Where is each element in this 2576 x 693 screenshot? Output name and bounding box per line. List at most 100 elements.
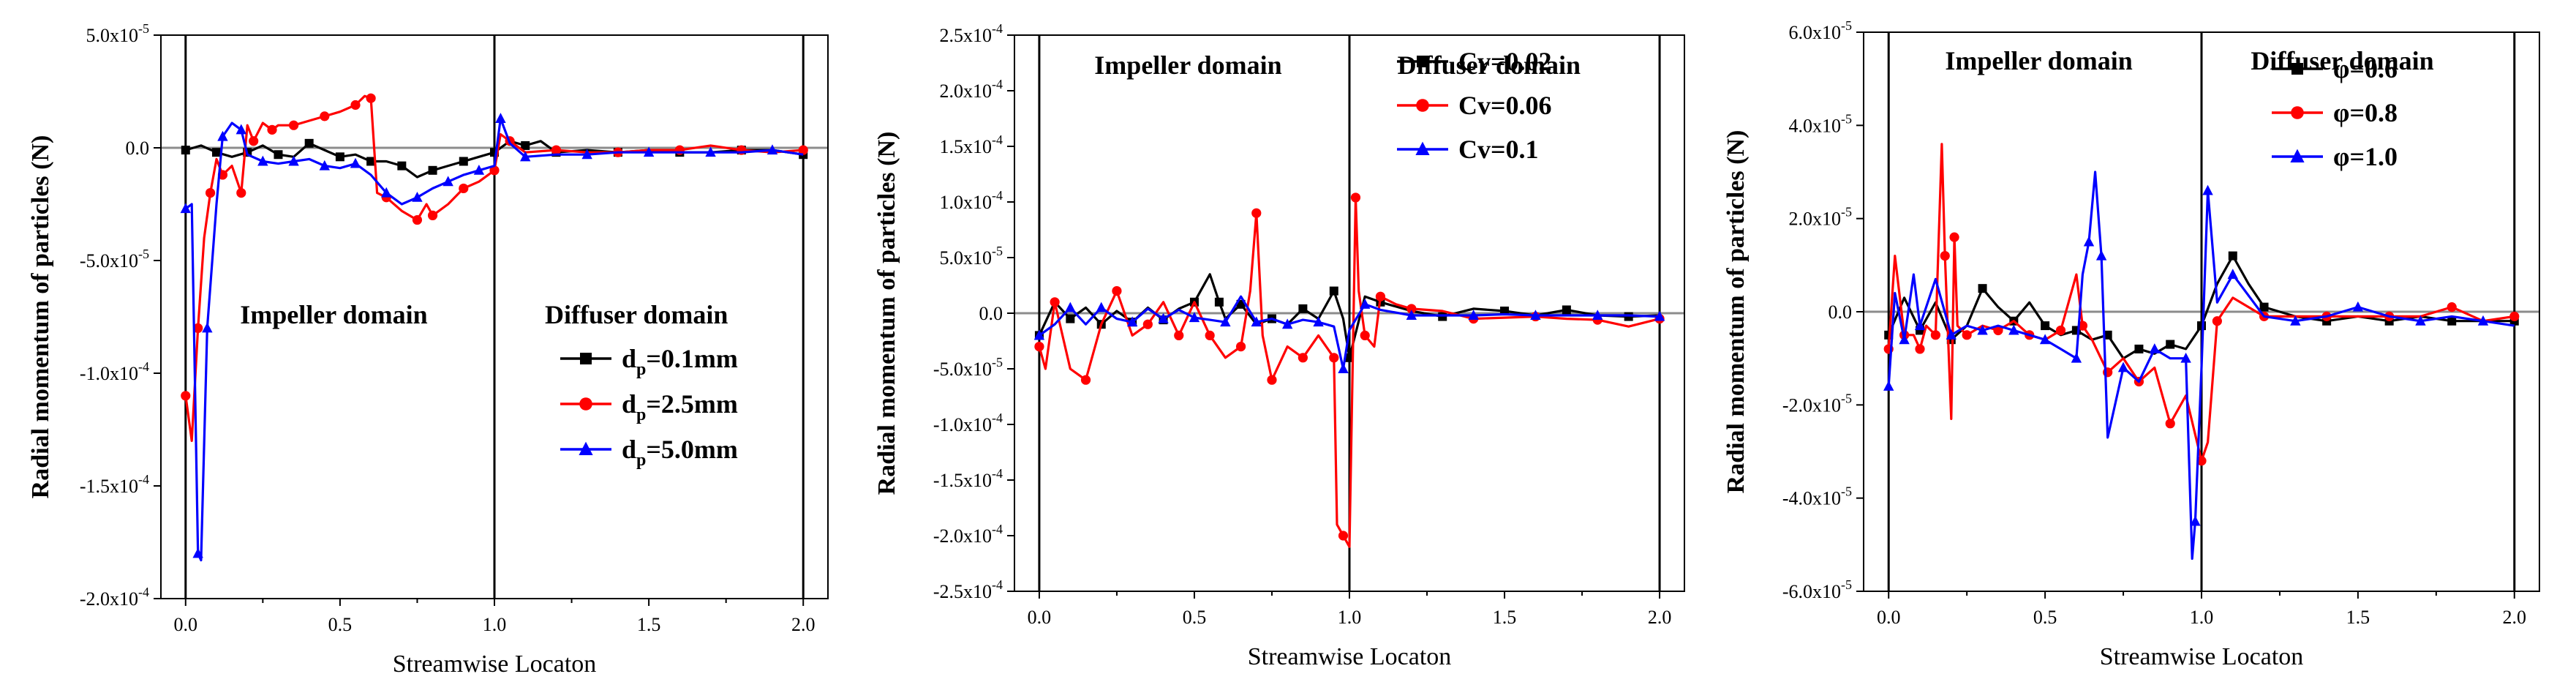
data-point: [1360, 330, 1370, 340]
data-point: [1174, 330, 1184, 340]
y-tick-label: 2.5x10-4: [940, 21, 1003, 46]
data-point: [2117, 362, 2129, 372]
data-point: [2008, 324, 2019, 335]
impeller-domain-label: Impeller domain: [240, 300, 427, 329]
data-point: [350, 157, 361, 168]
data-point: [193, 323, 203, 333]
x-axis-title: Streamwise Locaton: [2100, 643, 2304, 670]
y-tick-label: -1.5x10-4: [80, 472, 149, 497]
diffuser-domain-label: Diffuser domain: [2251, 46, 2433, 75]
data-point: [2447, 302, 2457, 312]
data-point: [1158, 312, 1169, 323]
data-point: [459, 157, 468, 166]
data-point: [202, 322, 213, 333]
data-point: [1189, 312, 1200, 323]
data-point: [181, 146, 190, 155]
data-point: [2190, 515, 2201, 526]
legend-label: φ=0.8: [2333, 98, 2398, 127]
data-point: [1338, 363, 1349, 373]
y-axis-title: Radial momentum of particles (N): [873, 132, 900, 495]
data-point: [180, 203, 191, 214]
data-point: [1329, 353, 1339, 363]
y-tick-label: -1.0x10-4: [933, 411, 1003, 435]
x-tick-label: 1.5: [637, 614, 661, 635]
x-tick-label: 2.0: [2503, 607, 2527, 628]
data-point: [1940, 251, 1950, 261]
data-point: [205, 188, 216, 198]
data-point: [304, 138, 314, 148]
chart-panel-3: 0.0 0.5 1.0 1.5 2.0 6.0x10-5 4.0x10-5 2.0x10-5 0…: [1722, 18, 2540, 670]
legend-marker: [2290, 149, 2305, 162]
data-point: [1298, 304, 1308, 313]
data-point: [1281, 318, 1293, 329]
data-point: [521, 141, 530, 150]
data-point: [551, 145, 562, 155]
x-tick-label: 0.0: [1877, 607, 1901, 628]
data-point: [798, 145, 808, 155]
data-point: [2197, 321, 2206, 331]
y-tick-label: -5.0x10-5: [933, 355, 1003, 380]
legend-label: Cv=0.02: [1458, 47, 1552, 76]
data-point: [274, 150, 283, 160]
data-point: [427, 210, 438, 220]
data-point: [2415, 315, 2426, 326]
data-point: [1915, 344, 1925, 354]
series-line-3: [1887, 171, 2515, 561]
data-point: [1298, 353, 1308, 363]
data-point: [1096, 301, 1107, 312]
data-point: [2196, 456, 2207, 466]
data-point: [2103, 330, 2112, 340]
data-point: [288, 120, 299, 130]
data-point: [520, 151, 531, 162]
data-point: [581, 149, 592, 160]
data-point: [1592, 310, 1603, 321]
data-point: [2352, 301, 2364, 312]
x-tick-label: 1.5: [1493, 607, 1517, 628]
data-point: [2180, 352, 2191, 363]
impeller-domain-label: Impeller domain: [1945, 46, 2132, 75]
data-point: [1338, 531, 1349, 541]
data-point: [1235, 342, 1246, 352]
data-point: [1406, 310, 1417, 321]
data-point: [705, 146, 716, 157]
x-tick-label: 0.5: [328, 614, 353, 635]
data-point: [1977, 324, 1988, 335]
data-point: [1899, 334, 1910, 345]
data-point: [1329, 286, 1338, 296]
y-tick-label: -1.0x10-4: [80, 359, 149, 384]
y-tick-label: 6.0x10-5: [1789, 18, 1853, 43]
data-point: [1978, 284, 1987, 293]
y-tick-label: -2.0x10-5: [1782, 391, 1852, 416]
y-tick-label: -2.5x10-4: [933, 577, 1003, 602]
data-point: [288, 155, 299, 166]
data-point: [2259, 302, 2269, 312]
data-point: [1949, 232, 1959, 242]
data-point: [397, 161, 407, 171]
x-tick-label: 1.5: [2346, 607, 2370, 628]
data-point: [1214, 297, 1224, 307]
data-point: [236, 124, 246, 135]
x-tick-label: 0.5: [1183, 607, 1207, 628]
legend-marker: [2291, 106, 2304, 119]
y-tick-label: -2.0x10-4: [933, 522, 1003, 547]
x-tick-label: 1.0: [2190, 607, 2214, 628]
data-point: [643, 146, 655, 157]
data-point: [2149, 343, 2161, 353]
data-point: [1930, 330, 1940, 340]
data-point: [1914, 320, 1926, 331]
impeller-domain-label: Impeller domain: [1094, 50, 1281, 80]
legend-label: dp=5.0mm: [622, 435, 738, 470]
legend-marker: [579, 441, 593, 455]
data-point: [1205, 330, 1215, 340]
chart-panel-1: 0.0 0.5 1.0 1.5 2.0 5.0x10-5 0.0 -5.0x10-5 -1.0x…: [27, 21, 829, 678]
data-point: [1080, 375, 1091, 385]
data-point: [489, 165, 500, 176]
legend-marker: [2291, 63, 2303, 75]
data-point: [459, 183, 469, 194]
data-point: [767, 144, 778, 155]
y-tick-label: 2.0x10-4: [940, 77, 1003, 102]
data-point: [2071, 352, 2082, 363]
data-point: [495, 113, 506, 123]
legend-label: φ=1.0: [2333, 142, 2398, 171]
data-point: [212, 148, 221, 157]
